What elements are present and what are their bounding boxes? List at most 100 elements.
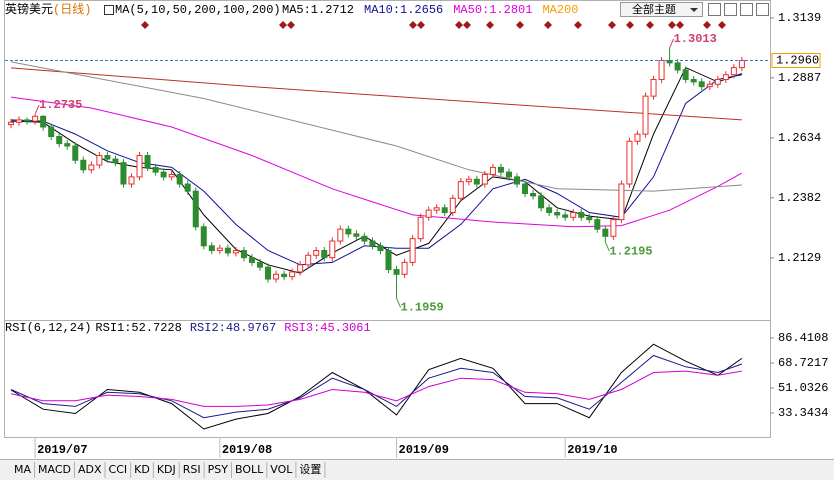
annotation: 1.2195 [609, 244, 652, 258]
candle-body [176, 174, 183, 185]
candle-body [273, 273, 280, 280]
candle-body [610, 219, 617, 237]
x-tick-label: 2019/09 [399, 443, 449, 457]
candle-body [489, 166, 496, 176]
indicator-checkbox[interactable] [104, 5, 114, 15]
series-line [10, 67, 742, 121]
theme-dropdown[interactable] [620, 2, 703, 17]
tab[interactable]: BOLL [235, 463, 264, 476]
candle-body [698, 81, 705, 88]
candle-body [64, 143, 71, 147]
candle-body [433, 207, 440, 211]
tab-bar [0, 460, 834, 480]
candle-body [321, 250, 328, 259]
candle-body [514, 176, 521, 185]
panel-frame [4, 0, 771, 438]
candle-body [449, 197, 456, 214]
panel-title: RSI(6,12,24) [5, 321, 91, 335]
candle-body [24, 119, 31, 122]
candle-body [522, 183, 529, 195]
tool-button[interactable] [756, 3, 769, 16]
tool-button[interactable] [740, 3, 753, 16]
tab[interactable]: PSY [208, 463, 229, 476]
candle-body [385, 250, 392, 271]
candle-body [473, 178, 480, 185]
tab[interactable]: MA [14, 463, 31, 476]
y-tick-label: 1.2129 [778, 251, 821, 265]
candle-body [80, 159, 87, 171]
candle-body [586, 216, 593, 221]
candle-body [305, 254, 312, 266]
tab[interactable]: KD [134, 463, 150, 476]
y-tick-label: 51.0326 [778, 381, 828, 395]
tab[interactable]: CCI [109, 463, 128, 476]
candle-body [329, 240, 336, 259]
candle-body [112, 158, 119, 164]
candle-body [48, 126, 55, 138]
series-line [10, 370, 742, 407]
candle-body [208, 245, 215, 252]
candle-body [674, 62, 681, 71]
candle-body [618, 183, 625, 221]
tab[interactable]: 设置 [299, 463, 321, 476]
candle-body [634, 133, 641, 142]
indicator: MA(5,10,50,200,100,200) [115, 3, 281, 17]
theme-button: 全部主题 [632, 2, 676, 16]
candle-body [361, 235, 368, 242]
tool-button[interactable] [724, 3, 737, 16]
candle-body [666, 59, 673, 64]
candle-body [240, 250, 247, 259]
candle-body [297, 264, 304, 273]
y-tick-label: 33.3434 [778, 406, 828, 420]
tab[interactable]: RSI [183, 463, 201, 476]
candle-body [682, 69, 689, 81]
last-price-box [771, 52, 821, 68]
candle-body [538, 195, 545, 209]
candle-body [546, 207, 553, 214]
tab[interactable]: VOL [270, 463, 293, 476]
candle-body [16, 119, 23, 123]
signal-markers [141, 21, 726, 29]
dropdown-arrow [690, 8, 698, 12]
tab[interactable]: ADX [78, 463, 102, 476]
tab[interactable]: MACD [38, 463, 71, 476]
candle-body [160, 171, 167, 178]
candle-body [393, 269, 400, 275]
candle-body [136, 155, 143, 178]
annotation: 1.1959 [401, 300, 444, 314]
x-tick-label: 2019/08 [222, 443, 272, 457]
candle-body [706, 83, 713, 88]
tool-button[interactable] [708, 3, 721, 16]
candle-body [409, 238, 416, 263]
chart-title: 英镑美元 [5, 1, 53, 17]
candle-body [216, 247, 223, 252]
candle-body [200, 226, 207, 247]
annotation-leader [604, 242, 610, 252]
candle-body [120, 162, 127, 185]
candle-body [56, 136, 63, 145]
candle-body [377, 245, 384, 252]
series-line [10, 96, 743, 228]
x-tick-label: 2019/07 [37, 443, 87, 457]
annotation-leader [396, 298, 401, 308]
candle-body [441, 207, 448, 214]
annotation: 1.2735 [39, 98, 82, 112]
candle-body [642, 95, 649, 135]
candle-body [104, 155, 111, 160]
candle-body [128, 176, 135, 185]
y-tick-label: 1.3139 [778, 11, 821, 25]
candle-body [152, 166, 159, 173]
candle-body [289, 271, 296, 278]
candle-body [505, 171, 512, 178]
legend-entry: MA10:1.2656 [364, 3, 443, 17]
candle-body [425, 209, 432, 218]
candle-body [72, 145, 79, 161]
candle-body [401, 261, 408, 275]
candle-body [281, 273, 288, 278]
candle-body [714, 79, 721, 85]
candle-body [626, 140, 633, 185]
tab[interactable]: KDJ [157, 463, 176, 476]
legend-entry: MA200 [542, 3, 578, 17]
